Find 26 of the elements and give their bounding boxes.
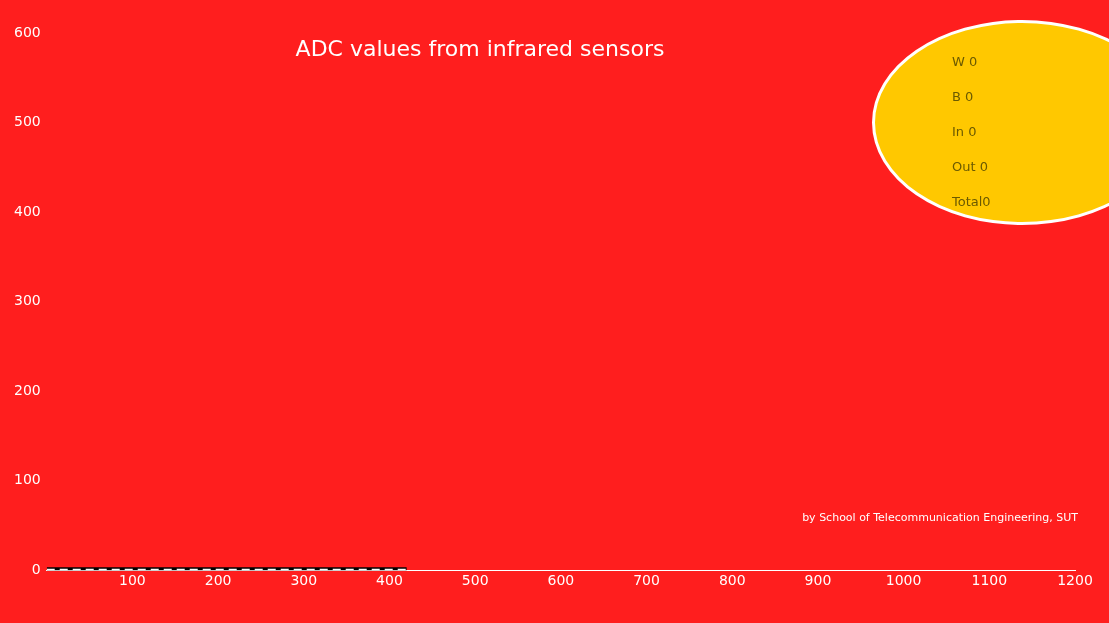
x-tick-label: 300 bbox=[290, 572, 318, 589]
y-tick-label: 100 bbox=[13, 471, 41, 488]
y-tick-label: 600 bbox=[13, 23, 41, 40]
x-tick-label: 200 bbox=[204, 572, 232, 589]
chart-title: ADC values from infrared sensors bbox=[295, 35, 665, 61]
annotation: B 0 bbox=[952, 88, 975, 106]
x-tick-label: 500 bbox=[461, 572, 489, 589]
annotation: by School of Telecommunication Engineering, SUT bbox=[802, 510, 1079, 524]
y-tick-label: 400 bbox=[13, 202, 41, 219]
y-tick-label: 200 bbox=[13, 381, 41, 398]
y-tick-label: 0 bbox=[31, 560, 41, 577]
annotation: Total0 bbox=[952, 193, 991, 211]
x-tick-label: 1200 bbox=[1057, 572, 1093, 589]
x-tick-label: 1100 bbox=[971, 572, 1008, 589]
annotation: Out 0 bbox=[952, 158, 989, 176]
x-tick-label: 600 bbox=[547, 572, 575, 589]
x-tick-label: 1000 bbox=[885, 572, 922, 589]
x-tick-label: 800 bbox=[718, 572, 746, 589]
y-tick-label: 300 bbox=[13, 292, 41, 309]
x-tick-label: 400 bbox=[376, 572, 403, 589]
x-tick-label: 900 bbox=[804, 572, 832, 589]
x-tick-label: 100 bbox=[119, 572, 146, 589]
y-tick-label: 500 bbox=[13, 113, 41, 130]
annotation: In 0 bbox=[952, 123, 978, 141]
x-tick-label: 700 bbox=[633, 572, 660, 589]
annotation: W 0 bbox=[952, 53, 979, 71]
